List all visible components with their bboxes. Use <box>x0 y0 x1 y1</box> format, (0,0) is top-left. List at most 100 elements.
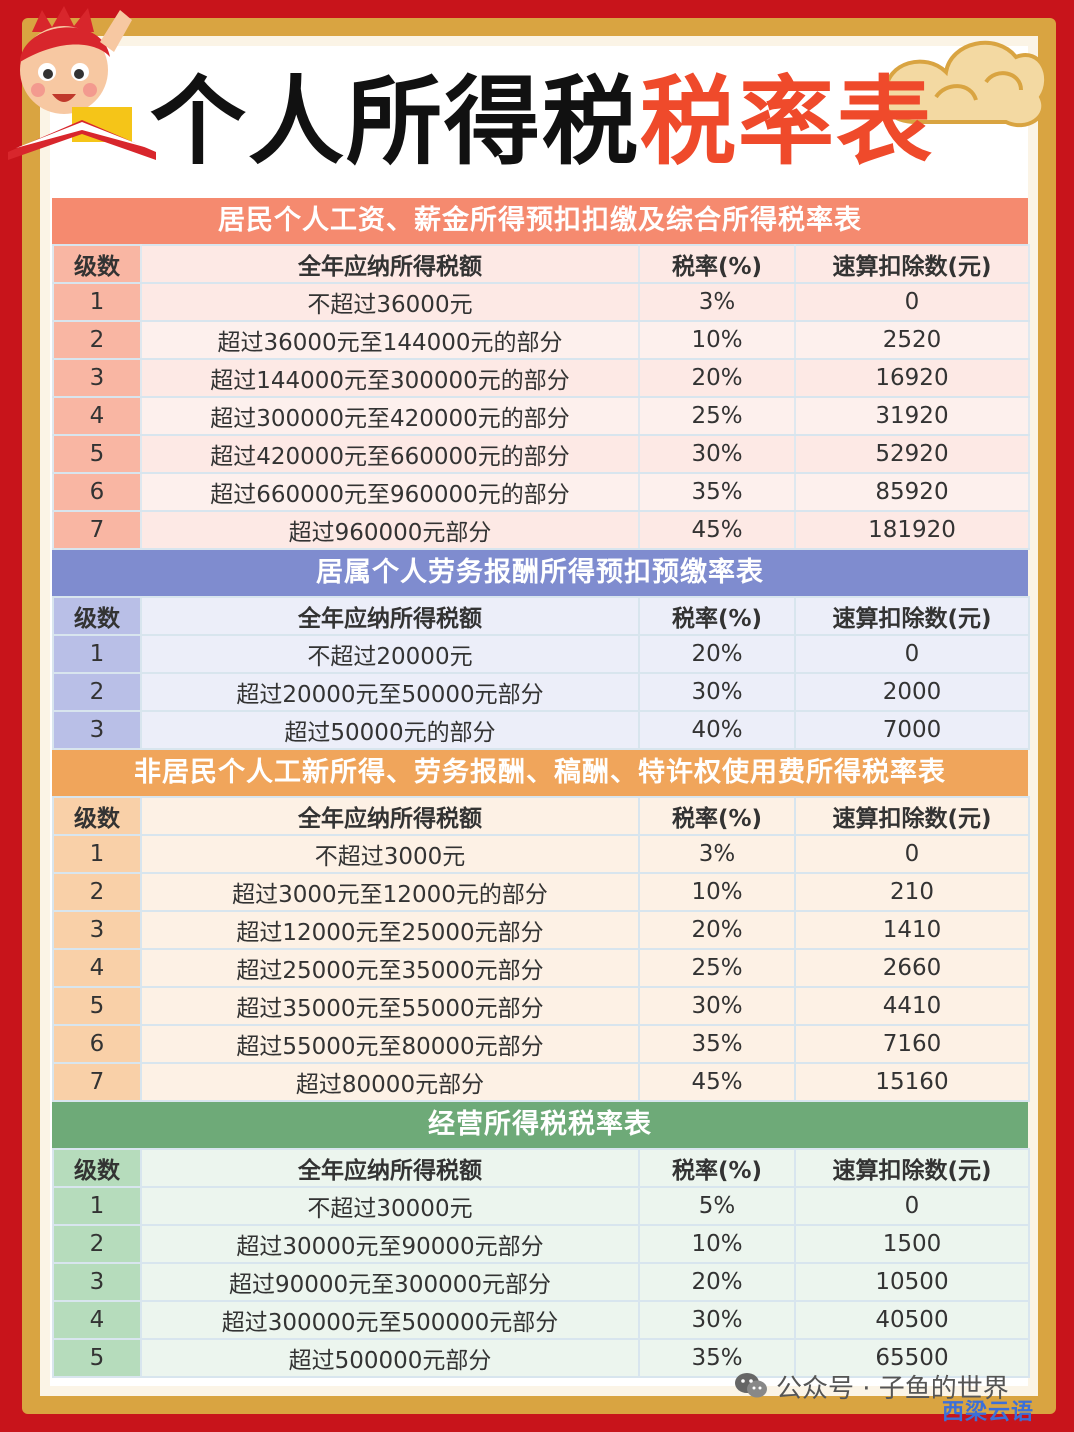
cell-rate: 3% <box>638 834 796 874</box>
section-title: 经营所得税税率表 <box>52 1102 1028 1148</box>
cell-income: 超过30000元至90000元部分 <box>140 1224 640 1264</box>
col-header-income: 全年应纳所得税额 <box>140 596 640 636</box>
cell-rate: 3% <box>638 282 796 322</box>
cell-deduction: 210 <box>794 872 1030 912</box>
cell-income: 超过3000元至12000元的部分 <box>140 872 640 912</box>
cell-deduction: 181920 <box>794 510 1030 550</box>
cell-level: 6 <box>52 472 142 512</box>
cell-level: 7 <box>52 1062 142 1102</box>
table-row: 6 超过55000元至80000元部分 35% 7160 <box>52 1024 1030 1064</box>
watermark-text: 公众号 · 子鱼的世界 <box>776 1373 1009 1404</box>
cell-deduction: 52920 <box>794 434 1030 474</box>
page-title: 个人所得税税率表 <box>150 62 934 182</box>
cell-level: 2 <box>52 672 142 712</box>
cell-rate: 10% <box>638 1224 796 1264</box>
col-header-rate: 税率(%) <box>638 1148 796 1188</box>
cell-income: 不超过3000元 <box>140 834 640 874</box>
cell-income: 超过144000元至300000元的部分 <box>140 358 640 398</box>
cell-rate: 45% <box>638 1062 796 1102</box>
table-row: 5 超过35000元至55000元部分 30% 4410 <box>52 986 1030 1026</box>
cell-deduction: 2000 <box>794 672 1030 712</box>
header-row: 级数 全年应纳所得税额 税率(%) 速算扣除数(元) <box>52 1148 1030 1188</box>
cell-level: 1 <box>52 282 142 322</box>
header-row: 级数 全年应纳所得税额 税率(%) 速算扣除数(元) <box>52 244 1030 284</box>
cell-rate: 25% <box>638 948 796 988</box>
table-row: 1 不超过3000元 3% 0 <box>52 834 1030 874</box>
wechat-watermark: 公众号 · 子鱼的世界 <box>734 1368 1009 1404</box>
table-row: 1 不超过30000元 5% 0 <box>52 1186 1030 1226</box>
section-resident-salary: 居民个人工资、薪金所得预扣扣缴及综合所得税率表 级数 全年应纳所得税额 税率(%… <box>52 198 1030 550</box>
cell-rate: 30% <box>638 986 796 1026</box>
cell-income: 超过500000元部分 <box>140 1338 640 1378</box>
cell-rate: 25% <box>638 396 796 436</box>
cell-level: 5 <box>52 986 142 1026</box>
cell-rate: 40% <box>638 710 796 750</box>
header-row: 级数 全年应纳所得税额 税率(%) 速算扣除数(元) <box>52 596 1030 636</box>
cell-level: 5 <box>52 434 142 474</box>
table-row: 4 超过300000元至500000元部分 30% 40500 <box>52 1300 1030 1340</box>
table-row: 1 不超过20000元 20% 0 <box>52 634 1030 674</box>
table-row: 2 超过36000元至144000元的部分 10% 2520 <box>52 320 1030 360</box>
table-row: 3 超过144000元至300000元的部分 20% 16920 <box>52 358 1030 398</box>
cell-deduction: 0 <box>794 282 1030 322</box>
cell-deduction: 2520 <box>794 320 1030 360</box>
cell-income: 不超过36000元 <box>140 282 640 322</box>
cell-rate: 30% <box>638 1300 796 1340</box>
cell-deduction: 65500 <box>794 1338 1030 1378</box>
cell-income: 超过300000元至500000元部分 <box>140 1300 640 1340</box>
cell-deduction: 7160 <box>794 1024 1030 1064</box>
cell-income: 超过20000元至50000元部分 <box>140 672 640 712</box>
col-header-level: 级数 <box>52 796 142 836</box>
wechat-icon <box>735 1373 767 1398</box>
cell-income: 超过90000元至300000元部分 <box>140 1262 640 1302</box>
cell-level: 1 <box>52 634 142 674</box>
cell-level: 4 <box>52 948 142 988</box>
title-part-accent: 税率表 <box>640 66 934 178</box>
cell-deduction: 2660 <box>794 948 1030 988</box>
col-header-deduction: 速算扣除数(元) <box>794 1148 1030 1188</box>
cell-rate: 45% <box>638 510 796 550</box>
section-title: 非居民个人工新所得、劳务报酬、稿酬、特许权使用费所得税率表 <box>52 750 1028 796</box>
cell-income: 超过25000元至35000元部分 <box>140 948 640 988</box>
cell-level: 1 <box>52 834 142 874</box>
cell-level: 3 <box>52 910 142 950</box>
cell-rate: 10% <box>638 320 796 360</box>
brand-logo: 西梁云语 <box>942 1400 1035 1425</box>
cell-level: 5 <box>52 1338 142 1378</box>
table-row: 3 超过50000元的部分 40% 7000 <box>52 710 1030 750</box>
col-header-income: 全年应纳所得税额 <box>140 796 640 836</box>
table-row: 5 超过420000元至660000元的部分 30% 52920 <box>52 434 1030 474</box>
table-row: 4 超过300000元至420000元的部分 25% 31920 <box>52 396 1030 436</box>
cell-income: 超过300000元至420000元的部分 <box>140 396 640 436</box>
cell-level: 4 <box>52 396 142 436</box>
rate-table: 级数 全年应纳所得税额 税率(%) 速算扣除数(元) 1 不超过36000元 3% 0… <box>52 244 1030 550</box>
table-row: 7 超过80000元部分 45% 15160 <box>52 1062 1030 1102</box>
cell-rate: 30% <box>638 434 796 474</box>
cell-income: 超过420000元至660000元的部分 <box>140 434 640 474</box>
table-row: 3 超过12000元至25000元部分 20% 1410 <box>52 910 1030 950</box>
cell-rate: 35% <box>638 1024 796 1064</box>
table-row: 2 超过30000元至90000元部分 10% 1500 <box>52 1224 1030 1264</box>
table-row: 4 超过25000元至35000元部分 25% 2660 <box>52 948 1030 988</box>
col-header-income: 全年应纳所得税额 <box>140 1148 640 1188</box>
cell-deduction: 0 <box>794 1186 1030 1226</box>
col-header-deduction: 速算扣除数(元) <box>794 244 1030 284</box>
cell-rate: 35% <box>638 1338 796 1378</box>
col-header-level: 级数 <box>52 596 142 636</box>
cell-deduction: 31920 <box>794 396 1030 436</box>
cell-rate: 20% <box>638 358 796 398</box>
cell-level: 7 <box>52 510 142 550</box>
cell-level: 3 <box>52 358 142 398</box>
cell-rate: 35% <box>638 472 796 512</box>
cell-deduction: 40500 <box>794 1300 1030 1340</box>
cloud-ornament-icon <box>882 40 1049 128</box>
col-header-deduction: 速算扣除数(元) <box>794 596 1030 636</box>
cell-income: 超过80000元部分 <box>140 1062 640 1102</box>
section-labor-remuneration: 居属个人劳务报酬所得预扣预缴率表 级数 全年应纳所得税额 税率(%) 速算扣除数… <box>52 550 1030 750</box>
cell-rate: 20% <box>638 634 796 674</box>
rate-table: 级数 全年应纳所得税额 税率(%) 速算扣除数(元) 1 不超过20000元 20%… <box>52 596 1030 750</box>
table-row: 5 超过500000元部分 35% 65500 <box>52 1338 1030 1378</box>
cell-rate: 10% <box>638 872 796 912</box>
cell-deduction: 1500 <box>794 1224 1030 1264</box>
cell-deduction: 0 <box>794 634 1030 674</box>
